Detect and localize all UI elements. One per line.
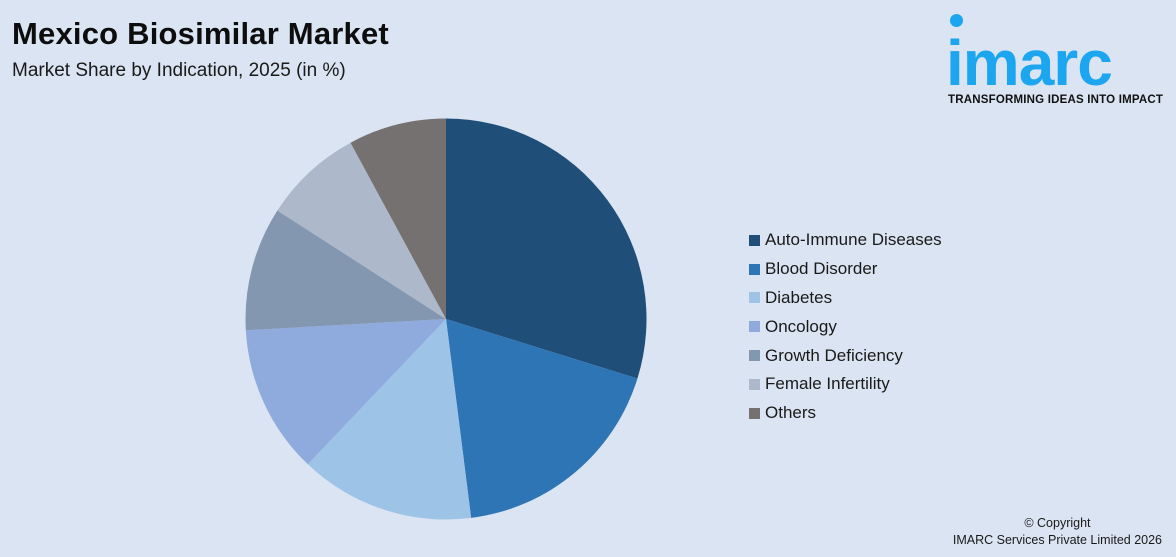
legend-label: Diabetes xyxy=(765,287,833,307)
legend-label: Growth Deficiency xyxy=(765,345,903,365)
legend-swatch-icon xyxy=(749,263,760,275)
copyright-line-2: IMARC Services Private Limited 2026 xyxy=(952,533,1162,547)
legend-label: Others xyxy=(765,403,817,423)
pie-slice-auto-immune-diseases xyxy=(446,118,647,379)
logo-wordmark: imarc xyxy=(946,27,1113,99)
logo-dot-icon xyxy=(950,14,963,27)
pie-slice-blood-disorder xyxy=(446,319,638,518)
copyright-line-1: © Copyright xyxy=(1024,516,1091,530)
legend-swatch-icon xyxy=(749,292,760,304)
pie-slice-oncology xyxy=(245,319,446,465)
logo-tagline: TRANSFORMING IDEAS INTO IMPACT xyxy=(948,94,1164,106)
legend-item: Blood Disorder xyxy=(749,255,942,284)
legend-label: Female Infertility xyxy=(765,374,890,394)
pie-slice-diabetes xyxy=(307,319,472,520)
legend-label: Oncology xyxy=(765,316,837,336)
pie-slice-others xyxy=(350,118,446,319)
chart-title: Mexico Biosimilar Market xyxy=(12,16,389,51)
legend-swatch-icon xyxy=(749,350,760,362)
copyright: © Copyright IMARC Services Private Limit… xyxy=(953,515,1162,549)
pie-slice-female-infertility xyxy=(277,142,446,319)
legend-swatch-icon xyxy=(749,378,760,390)
legend-item: Growth Deficiency xyxy=(749,341,942,370)
chart-subtitle: Market Share by Indication, 2025 (in %) xyxy=(12,60,346,81)
legend-label: Blood Disorder xyxy=(765,259,878,279)
legend-item: Oncology xyxy=(749,312,942,341)
pie-slice-growth-deficiency xyxy=(245,210,446,331)
legend-label: Auto-Immune Diseases xyxy=(765,230,942,250)
legend-swatch-icon xyxy=(749,321,760,333)
legend-item: Auto-Immune Diseases xyxy=(749,226,942,255)
imarc-logo: imarc TRANSFORMING IDEAS INTO IMPACT xyxy=(944,10,1172,110)
legend-item: Female Infertility xyxy=(749,370,942,399)
legend-item: Diabetes xyxy=(749,284,942,313)
legend-swatch-icon xyxy=(749,234,760,246)
legend-swatch-icon xyxy=(749,407,760,419)
legend-item: Others xyxy=(749,399,942,428)
chart-legend: Auto-Immune Diseases Blood Disorder Diabet… xyxy=(749,226,942,428)
